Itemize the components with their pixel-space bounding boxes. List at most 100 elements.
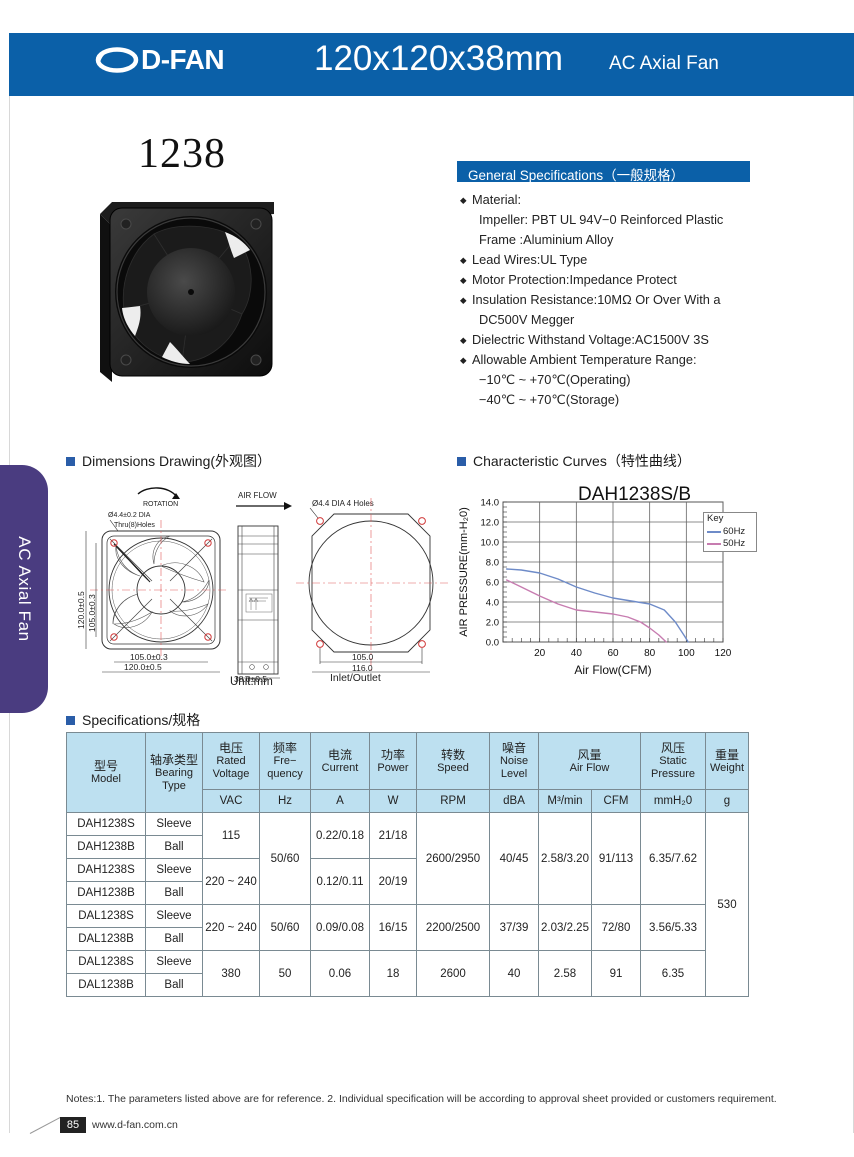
cell-airflow-m3: 2.58 [538, 950, 592, 997]
cell-bearing: Sleeve [145, 904, 203, 928]
general-specifications-title: General Specifications（一般规格） [468, 168, 685, 183]
col-header-airflow: 风量 Air Flow [538, 732, 641, 790]
dim-height-inner: 105.0±0.3 [87, 594, 97, 632]
square-bullet-icon [66, 457, 75, 466]
footer-notes: Notes:1. The parameters listed above are… [66, 1093, 777, 1105]
hole-note-1: Ø4.4±0.2 DIA [108, 512, 151, 519]
cell-noise: 40/45 [489, 812, 539, 905]
specifications-table: 型号 Model 轴承类型 Bearing Type 电压 Rated Voltag… [66, 732, 749, 997]
cell-power: 18 [369, 950, 417, 997]
cell-power: 16/15 [369, 904, 417, 951]
cell-voltage: 220 ~ 240 [202, 858, 260, 905]
svg-text:6.0: 6.0 [486, 578, 499, 589]
chart-title: DAH1238S/B [578, 484, 692, 505]
brand-name: D-FAN [141, 44, 225, 75]
side-tab-label: AC Axial Fan [15, 536, 34, 642]
col-header-static-pressure: 风压 Static Pressure [640, 732, 706, 790]
side-tab-ac-axial-fan: AC Axial Fan [0, 465, 48, 713]
general-spec-item: Impeller: PBT UL 94V−0 Reinforced Plasti… [479, 212, 724, 227]
square-bullet-icon [66, 716, 75, 725]
cell-noise: 40 [489, 950, 539, 997]
svg-text:2.0: 2.0 [486, 618, 499, 629]
col-header-noise: 噪音 Noise Level [489, 732, 539, 790]
cell-pressure: 6.35 [640, 950, 706, 997]
chart-legend: Key 60Hz 50Hz [703, 512, 757, 552]
inlet-dim-outer: 116.0 [352, 663, 373, 673]
cell-airflow-cfm: 72/80 [591, 904, 641, 951]
general-spec-item: Material: [460, 190, 780, 210]
svg-text:12.0: 12.0 [481, 518, 500, 529]
legend-label-50hz: 50Hz [723, 538, 746, 549]
svg-text:10.0: 10.0 [481, 538, 500, 549]
cell-bearing: Ball [145, 835, 203, 859]
cell-pressure: 6.35/7.62 [640, 812, 706, 905]
col-header-frequency: 频率 Fre− quency [259, 732, 311, 790]
brand-logo: D-FAN [95, 44, 225, 75]
svg-text:20: 20 [534, 648, 546, 659]
cell-model: DAL1238B [66, 973, 146, 997]
cell-airflow-m3: 2.58/3.20 [538, 812, 592, 905]
table-row: DAH1238S Sleeve 220 ~ 240 0.12/0.11 20/1… [66, 858, 749, 905]
cell-model: DAH1238B [66, 881, 146, 905]
cell-voltage: 115 [202, 812, 260, 859]
general-spec-item: Dielectric Withstand Voltage:AC1500V 3S [460, 330, 780, 350]
inlet-dim-inner: 105.0 [352, 652, 374, 662]
section-heading-dimensions-label: Dimensions Drawing(外观图） [82, 453, 272, 469]
dim-width-outer: 120.0±0.5 [124, 662, 162, 672]
col-header-weight: 重量 Weight [705, 732, 749, 790]
cell-airflow-m3: 2.03/2.25 [538, 904, 592, 951]
unit-cfm: CFM [591, 789, 641, 813]
cell-model: DAH1238S [66, 858, 146, 882]
section-heading-curves: Characteristic Curves（特性曲线） [457, 451, 691, 471]
cell-speed: 2200/2500 [416, 904, 490, 951]
ellipse-swoosh-logo-icon [95, 45, 139, 75]
cell-model: DAH1238B [66, 835, 146, 859]
drawing-front-view: ROTATION Ø4.4±0.2 DIA Thru(8)Holes [66, 484, 231, 684]
general-spec-item: Frame :Aluminium Alloy [479, 232, 614, 247]
cell-bearing: Ball [145, 881, 203, 905]
unit-w: W [369, 789, 417, 813]
table-row: DAH1238B Ball [66, 881, 749, 905]
cell-power: 21/18 [369, 812, 417, 859]
header-fan-type: AC Axial Fan [609, 53, 719, 74]
cell-weight: 530 [705, 812, 749, 997]
drawing-inlet-outlet: Ø4.4 DIA 4 Holes [290, 484, 460, 689]
cell-bearing: Ball [145, 927, 203, 951]
col-header-bearing: 轴承类型 Bearing Type [145, 732, 203, 813]
unit-rpm: RPM [416, 789, 490, 813]
legend-item-60hz: 60Hz [707, 526, 745, 537]
cell-frequency: 50/60 [259, 812, 311, 905]
inlet-hole-note: Ø4.4 DIA 4 Holes [312, 499, 374, 508]
square-bullet-icon [457, 457, 466, 466]
inlet-outlet-label: Inlet/Outlet [330, 672, 381, 684]
footer-rule [29, 1117, 61, 1134]
legend-item-50hz: 50Hz [707, 538, 745, 549]
cell-frequency: 50/60 [259, 904, 311, 951]
svg-text:4.0: 4.0 [486, 598, 499, 609]
svg-text:0.0: 0.0 [486, 638, 499, 649]
svg-text:120: 120 [715, 648, 732, 659]
product-photo [94, 196, 280, 388]
dim-width-inner: 105.0±0.3 [130, 652, 168, 662]
svg-text:Air Flow(CFM): Air Flow(CFM) [574, 663, 651, 677]
general-spec-item: −40℃ ~ +70℃(Storage) [479, 392, 620, 407]
svg-text:40: 40 [571, 648, 583, 659]
cell-current: 0.12/0.11 [310, 858, 370, 905]
page-header: D-FAN 120x120x38mm AC Axial Fan [9, 33, 854, 96]
cell-speed: 2600/2950 [416, 812, 490, 905]
characteristic-curve-chart: 0.0 2.0 4.0 6.0 8.0 10.0 12.0 14.0 20 40 60 80 100 12… [455, 480, 755, 695]
table-row: DAH1238B Ball [66, 835, 749, 859]
general-spec-item: Motor Protection:Impedance Protect [460, 270, 780, 290]
table-header-row: 型号 Model 轴承类型 Bearing Type 电压 Rated Voltag… [66, 732, 749, 813]
cell-model: DAL1238S [66, 904, 146, 928]
table-row: DAL1238S Sleeve 220 ~ 240 50/60 0.09/0.0… [66, 904, 749, 951]
svg-text:8.0: 8.0 [486, 558, 499, 569]
dim-height-outer: 120.0±0.5 [76, 591, 86, 629]
general-spec-item: −10℃ ~ +70℃(Operating) [479, 372, 631, 387]
legend-swatch-50hz [707, 542, 721, 545]
cell-bearing: Sleeve [145, 858, 203, 882]
svg-text:60: 60 [607, 648, 619, 659]
unit-a: A [310, 789, 370, 813]
footer-website: www.d-fan.com.cn [92, 1119, 178, 1131]
